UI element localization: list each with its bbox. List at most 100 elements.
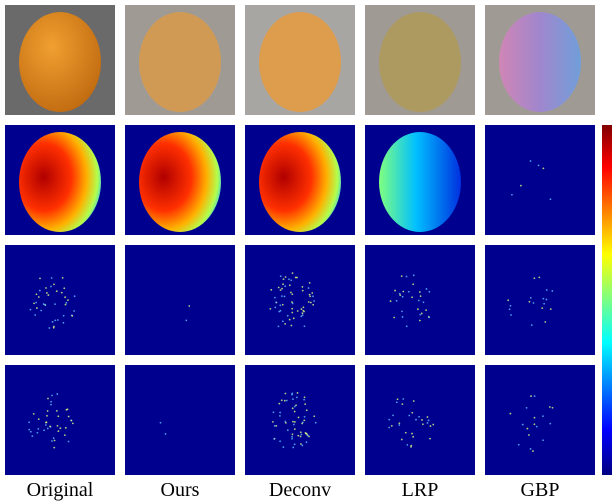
speckle (509, 413, 511, 415)
speckle (300, 434, 302, 436)
speckle (45, 422, 47, 424)
speckle (56, 290, 58, 292)
speckle (304, 396, 306, 398)
speckle (413, 274, 415, 276)
speckle (391, 425, 393, 427)
speckle (411, 433, 413, 435)
speckle (309, 282, 311, 284)
speckle (30, 431, 32, 433)
speckle (291, 393, 293, 395)
speckle (415, 419, 417, 421)
speckle (289, 284, 291, 286)
speckle (50, 286, 52, 288)
orange (379, 12, 461, 112)
speckle (46, 292, 48, 294)
speckle (64, 296, 66, 298)
speckle (296, 396, 298, 398)
speckle (43, 303, 45, 305)
speckle (538, 164, 540, 166)
speckle (313, 300, 315, 302)
speckle (430, 425, 432, 427)
speckle (278, 403, 280, 405)
speckle (293, 317, 295, 319)
speckle (295, 404, 297, 406)
speckle (291, 312, 293, 314)
speckle (297, 435, 299, 437)
speckle (542, 167, 544, 169)
speckle (308, 287, 310, 289)
speckle (64, 434, 66, 436)
heatmap-panel (245, 365, 355, 475)
speckle (160, 422, 162, 424)
panel-grid (5, 5, 595, 475)
speckle (54, 440, 56, 442)
speckle (274, 297, 276, 299)
speckle (308, 301, 310, 303)
speckle (396, 300, 398, 302)
speckle (552, 407, 554, 409)
speckle (28, 429, 30, 431)
speckle (47, 294, 49, 296)
speckle (165, 433, 167, 435)
speckle (518, 444, 520, 446)
speckle (62, 277, 64, 279)
speckle (550, 308, 552, 310)
speckle (295, 277, 297, 279)
speckle (300, 443, 302, 445)
speckle (63, 287, 65, 289)
speckle (43, 429, 45, 431)
speckle (421, 313, 423, 315)
speckle (46, 415, 48, 417)
speckle (35, 302, 37, 304)
heatmap-blob (139, 132, 221, 232)
speckle (428, 291, 430, 293)
heatmap-blob (259, 132, 341, 232)
speckle (546, 299, 548, 301)
speckle (53, 447, 55, 449)
speckle (28, 421, 30, 423)
speckle (37, 432, 39, 434)
speckle (57, 430, 59, 432)
speckle (30, 309, 32, 311)
speckle (281, 399, 283, 401)
speckle (292, 407, 294, 409)
speckle (421, 419, 423, 421)
speckle (279, 304, 281, 306)
speckle (38, 418, 40, 420)
speckle (287, 429, 289, 431)
speckle (526, 407, 528, 409)
heatmap-blob (379, 132, 461, 232)
speckle (432, 424, 434, 426)
speckle (530, 448, 532, 450)
speckle (394, 290, 396, 292)
speckle (292, 272, 294, 274)
heatmap-panel (245, 245, 355, 355)
speckle (294, 421, 296, 423)
heatmap-panel (5, 245, 115, 355)
speckle (67, 408, 69, 410)
speckle (536, 426, 538, 428)
speckle (288, 278, 290, 280)
speckle (412, 283, 414, 285)
speckle (401, 403, 403, 405)
speckle (291, 293, 293, 295)
orange (19, 12, 101, 112)
speckle (290, 292, 292, 294)
speckle (406, 444, 408, 446)
speckle (529, 301, 531, 303)
speckle (300, 431, 302, 433)
speckle (417, 308, 419, 310)
speckle (291, 301, 293, 303)
speckle (279, 440, 281, 442)
speckle (302, 314, 304, 316)
speckle (65, 304, 67, 306)
speckle (48, 327, 50, 329)
speckle (49, 425, 51, 427)
speckle (33, 413, 35, 415)
speckle (63, 322, 65, 324)
column-label: LRP (402, 479, 439, 501)
speckle (397, 398, 399, 400)
heatmap-panel (485, 365, 595, 475)
speckle (426, 288, 428, 290)
speckle (57, 425, 59, 427)
